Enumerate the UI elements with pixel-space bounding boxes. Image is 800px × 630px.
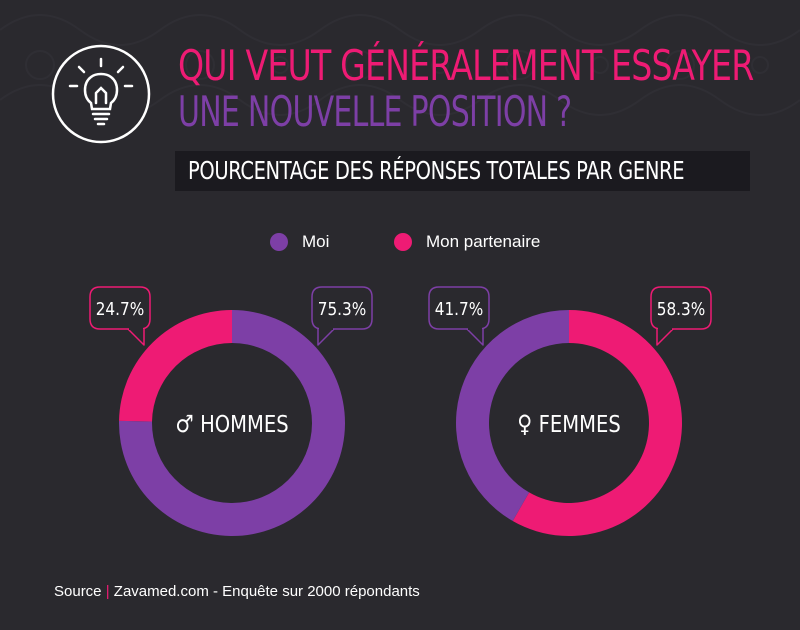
lightbulb-icon [51,44,151,144]
female-symbol-icon: ♀ [517,410,538,438]
male-symbol-icon: ♂ [175,410,200,438]
legend-label-moi: Moi [302,232,330,251]
slice-femmes-moi [455,310,569,521]
data-label-mon-partenaire: 24.7% [96,298,145,320]
data-label-mon-partenaire: 58.3% [657,298,706,320]
title-line-2: UNE NOUVELLE POSITION ? [178,88,572,137]
donut-center-label: ♂ HOMMES [175,410,288,438]
donut-title: FEMMES [539,412,621,439]
source-line: Source | Zavamed.com - Enquête sur 2000 … [54,583,420,600]
source-label: Source [54,583,102,600]
data-label-bubble: 24.7% [89,286,151,346]
legend-dot-moi [270,233,288,251]
donut-femmes: ♀ FEMMES 41.7% 58.3% [428,286,712,536]
data-label-bubble: 58.3% [650,286,712,346]
data-label-moi: 41.7% [435,298,484,320]
source-separator: | [105,583,110,600]
legend-label-partenaire: Mon partenaire [426,232,541,251]
subtitle: POURCENTAGE DES RÉPONSES TOTALES PAR GEN… [188,156,685,185]
legend-dot-partenaire [394,233,412,251]
subtitle-bar [175,151,750,191]
slice-hommes-mon-partenaire [119,310,232,422]
data-label-bubble: 41.7% [428,286,490,346]
data-label-moi: 75.3% [318,298,367,320]
donut-title: HOMMES [200,412,289,439]
donut-center-label: ♀ FEMMES [517,410,620,438]
data-label-bubble: 75.3% [311,286,373,346]
slice-femmes-mon-partenaire [512,310,682,536]
source-text: Zavamed.com - Enquête sur 2000 répondant… [113,583,420,600]
donut-hommes: ♂ HOMMES 75.3% 24.7% [89,286,373,537]
title-line-1: QUI VEUT GÉNÉRALEMENT ESSAYER [178,42,754,91]
